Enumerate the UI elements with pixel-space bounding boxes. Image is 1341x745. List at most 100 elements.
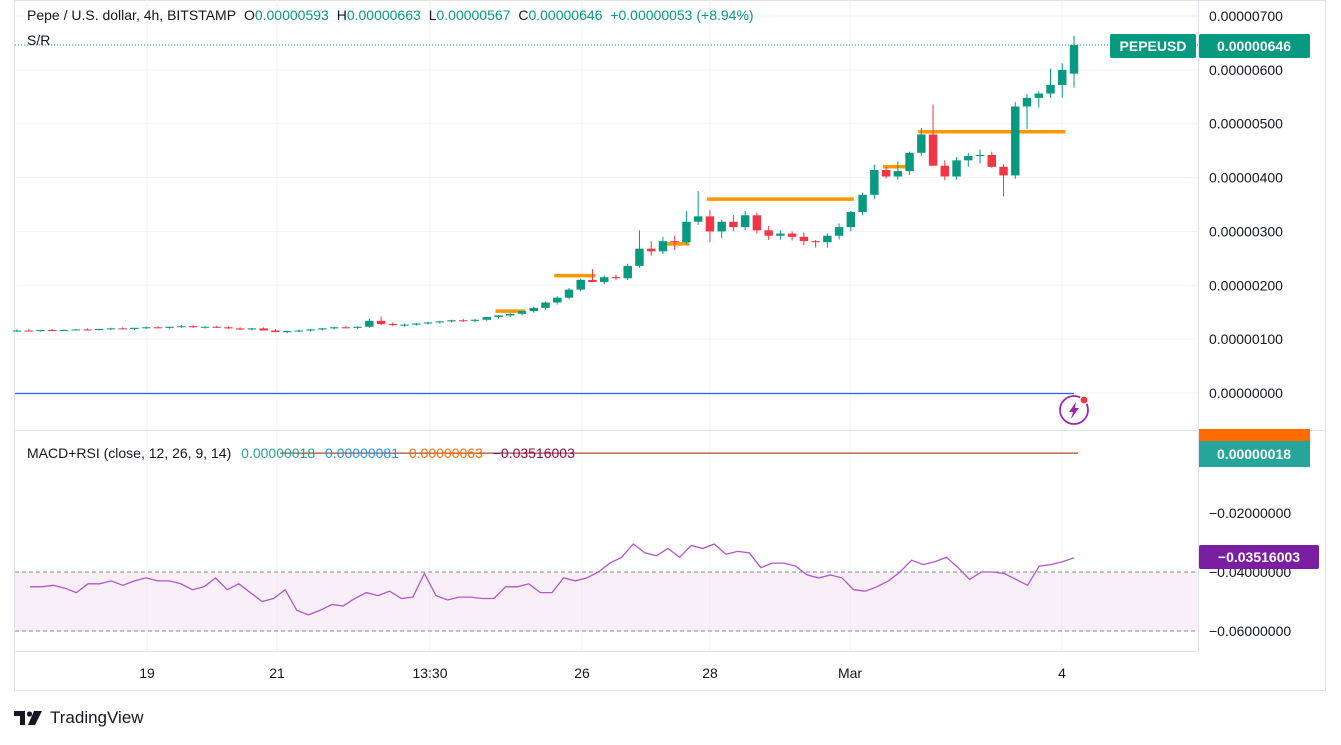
- candle-body: [459, 320, 468, 322]
- change-value: +0.00000053 (+8.94%): [610, 7, 754, 23]
- macd-value-1: 0.00000018: [241, 445, 316, 461]
- candle-body: [576, 279, 585, 290]
- candle-body: [329, 327, 339, 329]
- candle-body: [599, 277, 609, 283]
- candle-body: [435, 321, 445, 323]
- candle-body: [141, 327, 151, 329]
- time-axis-tick: 19: [139, 665, 155, 681]
- indicator-axis-tick: −0.02000000: [1209, 505, 1291, 521]
- candle-body: [494, 315, 503, 318]
- candle-body: [1022, 97, 1032, 107]
- candle-body: [646, 248, 656, 252]
- tradingview-logo-icon: [14, 711, 42, 725]
- candle-body: [764, 230, 773, 236]
- candle-body: [400, 324, 409, 326]
- candle-body: [658, 241, 668, 252]
- candle-body: [447, 320, 456, 322]
- indicator-axis[interactable]: −0.02000000−0.04000000−0.06000000: [1209, 505, 1291, 639]
- price-axis[interactable]: 0.00000700 0.00000600 0.00000500 0.00000400…: [1209, 8, 1283, 401]
- grid: [15, 0, 1198, 651]
- close-value: 0.00000646: [528, 7, 603, 23]
- candle-body: [881, 170, 891, 177]
- price-badge: PEPEUSD 0.00000646: [1110, 34, 1310, 58]
- tradingview-logo-text: TradingView: [50, 708, 144, 727]
- candle-body: [188, 326, 198, 328]
- candle-body: [964, 156, 973, 161]
- candles: [12, 35, 1079, 334]
- candle-body: [1011, 106, 1020, 176]
- macd-header: MACD+RSI (close, 12, 26, 9, 14) 0.000000…: [27, 445, 581, 461]
- candle-body: [212, 326, 221, 328]
- candle-body: [470, 319, 480, 321]
- price-axis-tick: 0.00000500: [1209, 116, 1283, 132]
- candle-body: [799, 236, 809, 242]
- candle-body: [48, 329, 57, 331]
- candle-body: [611, 277, 621, 279]
- candle-body: [153, 327, 163, 329]
- candle-body: [271, 330, 280, 333]
- candle-body: [952, 160, 961, 177]
- candle-body: [412, 323, 421, 325]
- candle-body: [564, 289, 574, 298]
- candle-body: [776, 233, 785, 236]
- candle-body: [717, 221, 726, 232]
- candle-body: [12, 330, 22, 332]
- candle-body: [693, 216, 703, 222]
- time-axis-tick: 26: [574, 665, 590, 681]
- candle-body: [917, 134, 926, 153]
- candle-body: [517, 311, 527, 314]
- candle-body: [306, 329, 315, 331]
- candle-body: [177, 326, 186, 328]
- time-axis-tick: Mar: [838, 665, 862, 681]
- open-label: O: [243, 7, 255, 23]
- macd-value-3: 0.00000063: [408, 445, 483, 461]
- tradingview-logo[interactable]: TradingView: [14, 708, 144, 728]
- candle-body: [623, 265, 632, 279]
- rsi-value: −0.03516003: [492, 445, 575, 461]
- candle-body: [71, 329, 80, 331]
- price-axis-tick: 0.00000600: [1209, 62, 1283, 78]
- sr-indicator-label[interactable]: S/R: [27, 32, 51, 48]
- candle-body: [94, 328, 104, 330]
- candle-body: [482, 317, 492, 320]
- candle-body: [999, 166, 1008, 176]
- candle-body: [36, 329, 45, 332]
- time-axis-tick: 13:30: [412, 665, 447, 681]
- candle-body: [975, 154, 985, 157]
- rsi-badge-value: −0.03516003: [1218, 549, 1300, 565]
- candle-body: [294, 330, 304, 332]
- candle-body: [118, 328, 127, 330]
- symbol-title[interactable]: Pepe / U.S. dollar, 4h, BITSTAMP: [27, 7, 237, 23]
- rsi-badge: −0.03516003: [1199, 545, 1319, 569]
- candle-body: [165, 326, 174, 328]
- price-badge-value: 0.00000646: [1217, 38, 1291, 54]
- candle-body: [247, 328, 257, 330]
- candle-body: [553, 297, 562, 303]
- candle-body: [353, 326, 362, 328]
- rsi-band: [15, 572, 1198, 631]
- macd-title[interactable]: MACD+RSI (close, 12, 26, 9, 14): [27, 445, 232, 461]
- low-label: L: [428, 7, 437, 23]
- price-axis-tick: 0.00000200: [1209, 277, 1283, 293]
- high-value: 0.00000663: [346, 7, 421, 23]
- candle-body: [682, 221, 691, 243]
- candle-body: [259, 328, 268, 331]
- macd-badge: 0.00000018: [1199, 441, 1310, 467]
- candle-body: [282, 331, 292, 333]
- candle-body: [870, 170, 879, 195]
- macd-value-2: 0.00000081: [325, 445, 399, 461]
- candle-body: [823, 235, 832, 243]
- price-axis-tick: 0.00000700: [1209, 8, 1283, 24]
- candle-body: [529, 307, 538, 312]
- candle-body: [200, 326, 210, 328]
- close-label: C: [518, 7, 529, 23]
- candle-body: [341, 327, 351, 329]
- lightning-icon[interactable]: [1059, 395, 1089, 425]
- candle-body: [1046, 84, 1055, 94]
- chart-border: [14, 0, 1326, 691]
- time-axis-tick: 4: [1058, 665, 1066, 681]
- candle-body: [541, 302, 550, 308]
- price-axis-tick: 0.00000000: [1209, 385, 1283, 401]
- time-axis[interactable]: 19 21 13:30 26 28 Mar 4: [139, 665, 1066, 681]
